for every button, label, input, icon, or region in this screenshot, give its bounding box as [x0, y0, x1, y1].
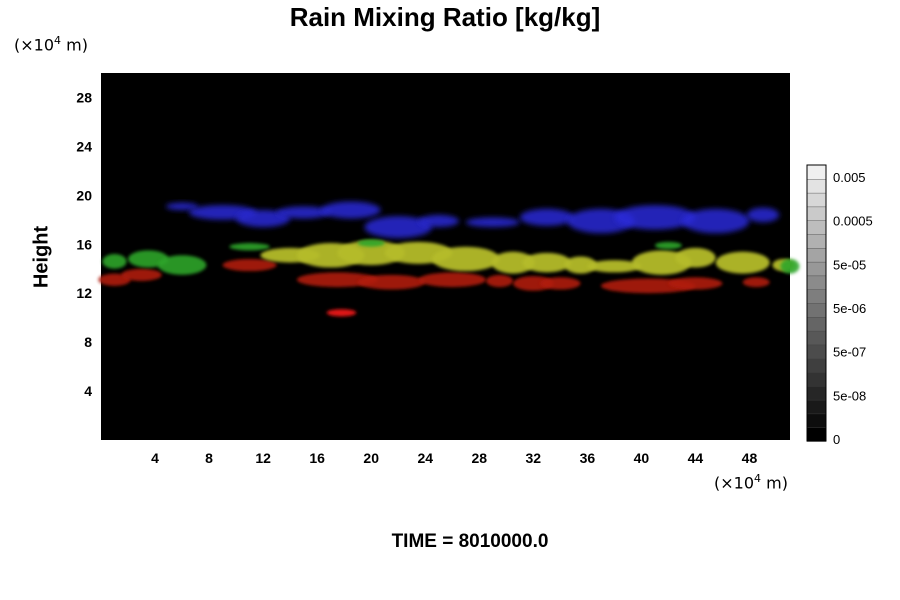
rain-region [357, 239, 385, 247]
colorbar-tick-label: 5e-05 [833, 257, 866, 272]
y-tick-label: 16 [76, 236, 92, 252]
colorbar-level [806, 275, 827, 290]
colorbar-level [806, 192, 827, 208]
y-axis-unit: (×104 m) [14, 34, 88, 54]
rain-region [742, 277, 770, 288]
colorbar-level [806, 247, 827, 263]
x-unit-exponent: 4 [754, 472, 762, 485]
rain-region [229, 243, 270, 251]
chart-title: Rain Mixing Ratio [kg/kg] [289, 2, 601, 32]
rain-region [654, 241, 682, 250]
colorbar-level [806, 427, 827, 442]
x-tick-label: 4 [151, 450, 159, 466]
colorbar-level [806, 178, 827, 194]
rain-region [715, 251, 770, 274]
rain-region [296, 272, 378, 288]
x-tick-label: 16 [309, 450, 325, 466]
rain-region [486, 274, 514, 288]
y-tick-label: 20 [76, 187, 92, 203]
rain-region [418, 272, 487, 288]
colorbar-level [806, 233, 827, 249]
colorbar-level [806, 358, 827, 373]
x-tick-label: 24 [417, 450, 433, 466]
colorbar-level [806, 344, 827, 359]
rain-region [614, 205, 696, 230]
rain-region [165, 202, 199, 211]
x-axis-unit: (×104 m) [714, 472, 788, 492]
x-tick-label: 40 [634, 450, 650, 466]
x-unit-prefix: (×10 [714, 473, 755, 493]
rain-region [587, 260, 642, 273]
rain-region [222, 258, 277, 272]
x-tick-label: 36 [580, 450, 596, 466]
rain-region [668, 277, 723, 290]
x-tick-label: 44 [688, 450, 704, 466]
colorbar-level [806, 261, 827, 277]
rain-region [780, 258, 800, 274]
y-tick-label: 24 [76, 138, 92, 154]
time-label: TIME = 8010000.0 [391, 531, 549, 552]
rain-region [491, 251, 535, 274]
rain-region [522, 252, 572, 273]
colorbar-level [806, 206, 827, 221]
colorbar-level [806, 330, 827, 346]
x-tick-label: 20 [363, 450, 379, 466]
colorbar-tick-label: 5e-07 [833, 345, 866, 360]
x-tick-label: 8 [205, 450, 213, 466]
colorbar-tick-label: 5e-06 [833, 301, 866, 316]
colorbar-ticks: 0 5e-08 5e-07 5e-06 5e-05 0.0005 0.005 [833, 170, 873, 447]
y-unit-prefix: (×10 [14, 35, 55, 55]
rain-region [465, 217, 520, 228]
y-tick-label: 28 [76, 89, 92, 105]
y-axis-ticks: 4 8 12 16 20 24 28 [76, 89, 92, 399]
y-unit-suffix: m) [61, 35, 88, 55]
y-tick-label: 8 [84, 334, 92, 350]
rain-region [357, 274, 426, 290]
rain-region [540, 277, 581, 290]
colorbar-level [806, 219, 827, 235]
rain-field-layer [98, 201, 800, 317]
colorbar-level [806, 164, 827, 180]
rain-region [276, 206, 331, 219]
rain-region [681, 208, 750, 234]
x-tick-label: 28 [471, 450, 487, 466]
colorbar-tick-label: 5e-08 [833, 388, 866, 403]
rain-region [675, 247, 716, 268]
colorbar-level [806, 413, 827, 428]
colorbar-tick-label: 0.005 [833, 170, 866, 185]
rain-region [326, 309, 357, 317]
rain-region [102, 254, 127, 269]
x-axis-ticks: 4 8 12 16 20 24 28 32 36 40 44 48 [151, 450, 757, 466]
rain-region [564, 256, 597, 274]
rain-region [519, 208, 574, 226]
colorbar-tick-label: 0 [833, 432, 840, 447]
rain-region [121, 268, 162, 281]
colorbar-level [806, 302, 827, 318]
rain-region [418, 214, 460, 228]
colorbar-level [806, 385, 827, 401]
colorbar-level [806, 316, 827, 332]
x-tick-label: 32 [526, 450, 542, 466]
colorbar-level [806, 289, 827, 304]
colorbar [806, 164, 827, 442]
rain-region [157, 255, 207, 275]
x-unit-suffix: m) [761, 473, 788, 493]
x-tick-label: 48 [742, 450, 758, 466]
rain-region [236, 210, 291, 228]
rain-region [513, 276, 554, 291]
y-tick-label: 12 [76, 285, 92, 301]
x-tick-label: 12 [255, 450, 271, 466]
colorbar-level [806, 399, 827, 415]
colorbar-frame [806, 164, 827, 442]
y-tick-label: 4 [84, 383, 92, 399]
rain-region [431, 246, 500, 272]
rain-region [364, 216, 432, 239]
colorbar-tick-label: 0.0005 [833, 214, 873, 229]
rain-region [746, 207, 780, 223]
rain-region [321, 201, 381, 219]
y-unit-exponent: 4 [54, 34, 62, 47]
colorbar-level [806, 371, 827, 387]
rain-region [337, 240, 405, 266]
